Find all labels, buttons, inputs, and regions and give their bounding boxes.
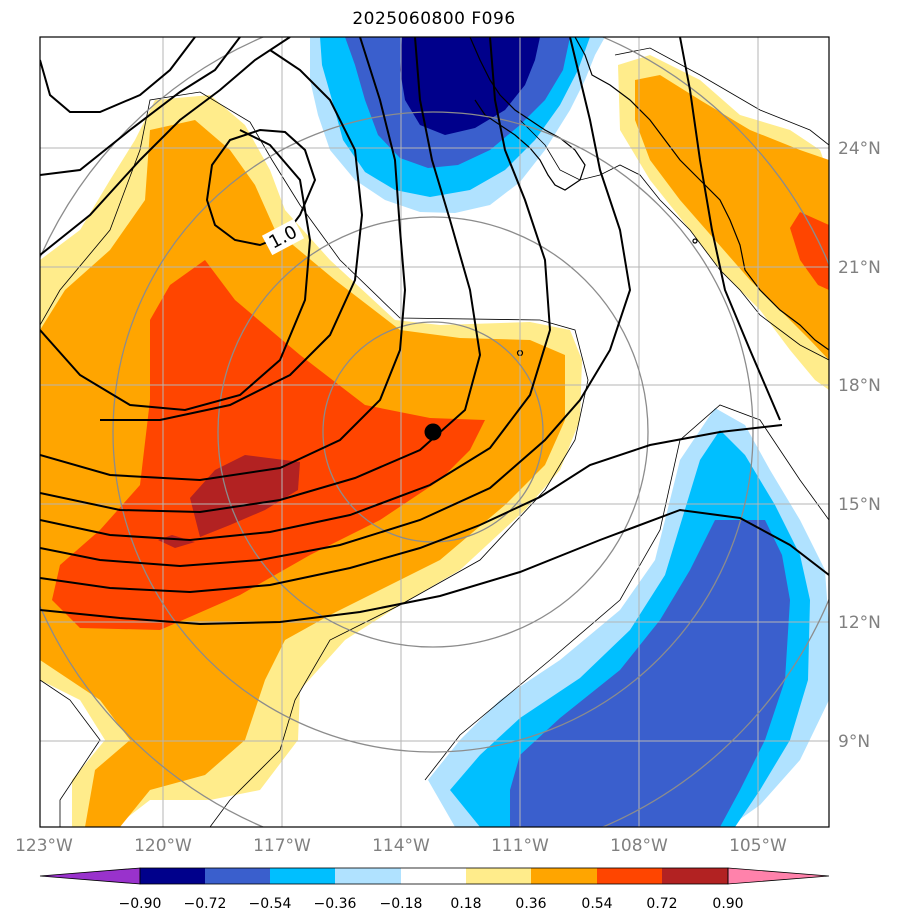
- storm-center-marker: [424, 423, 442, 441]
- positive-anomaly-dark-red: [190, 455, 300, 537]
- lon-tick: 108°W: [610, 836, 668, 856]
- mainland-coastline: [574, 37, 829, 351]
- height-contour: [40, 37, 241, 176]
- colorbar-bin: [662, 868, 728, 884]
- latitude-ticks: 24°N 21°N 18°N 15°N 12°N 9°N: [838, 139, 881, 752]
- contour-label-bg: [261, 218, 305, 256]
- thin-outline-se: [424, 404, 829, 781]
- lat-tick: 9°N: [838, 732, 870, 752]
- colorbar-bin: [335, 868, 401, 884]
- thin-outline-coast: [519, 119, 829, 361]
- height-contour: [40, 37, 552, 542]
- height-contour: [40, 37, 196, 113]
- height-contour: [100, 49, 364, 421]
- colorbar-bin: [531, 868, 597, 884]
- lat-tick: 18°N: [838, 376, 881, 396]
- height-contour: [40, 508, 829, 626]
- longitude-ticks: 123°W 120°W 117°W 114°W 111°W 108°W 105°…: [15, 836, 787, 856]
- lat-tick: 21°N: [838, 258, 881, 278]
- lon-tick: 117°W: [253, 836, 311, 856]
- height-contour: [40, 424, 783, 594]
- map-title: 2025060800 F096: [352, 9, 516, 29]
- colorbar: −0.90 −0.72 −0.54 −0.36 −0.18 0.18 0.36 …: [39, 867, 830, 912]
- colorbar-bin: [597, 868, 662, 884]
- colorbar-label: −0.54: [249, 896, 292, 912]
- height-contour: [40, 37, 291, 256]
- lon-tick: 123°W: [15, 836, 73, 856]
- colorbar-label: −0.18: [380, 896, 423, 912]
- colorbar-label: −0.90: [119, 896, 162, 912]
- colorbar-label: 0.18: [450, 896, 481, 912]
- height-contour: [40, 129, 312, 412]
- range-ring: [217, 216, 649, 648]
- lat-tick: 24°N: [838, 139, 881, 159]
- height-contour: [679, 37, 781, 421]
- range-ring: [112, 111, 754, 753]
- colorbar-bin: [205, 868, 270, 884]
- island-marker: [692, 238, 698, 244]
- colorbar-bin: [270, 868, 335, 884]
- map-plot-area: 1.0: [40, 37, 829, 827]
- height-contour: [40, 37, 407, 482]
- positive-anomaly-ne-orange: [635, 75, 829, 360]
- colorbar-under-triangle: [39, 867, 141, 885]
- lon-tick: 105°W: [729, 836, 787, 856]
- negative-anomaly-north-navy: [400, 37, 540, 135]
- colorbar-bin: [466, 868, 531, 884]
- colorbar-label: 0.36: [515, 896, 546, 912]
- colorbar-label: −0.36: [314, 896, 357, 912]
- lon-tick: 114°W: [372, 836, 430, 856]
- colorbar-label: 0.90: [712, 896, 743, 912]
- height-contour: [40, 37, 482, 514]
- colorbar-label: 0.72: [646, 896, 677, 912]
- lon-tick: 120°W: [134, 836, 192, 856]
- thin-outline-warm-south: [40, 679, 101, 827]
- colorbar-bin: [401, 868, 466, 884]
- negative-anomaly-south-blue: [510, 520, 790, 827]
- height-contour: [40, 37, 632, 568]
- lon-tick: 111°W: [491, 836, 549, 856]
- positive-anomaly-ne-red: [790, 212, 829, 290]
- thin-outline-ne: [614, 47, 829, 146]
- colorbar-frame: [139, 867, 729, 885]
- baja-coastline: [469, 37, 586, 191]
- colorbar-over-triangle: [727, 867, 830, 885]
- lat-tick: 15°N: [838, 495, 881, 515]
- colorbar-label: 0.54: [581, 896, 612, 912]
- colorbar-label: −0.72: [184, 896, 227, 912]
- map-frame: [39, 36, 830, 828]
- colorbar-bin: [140, 868, 205, 884]
- lat-tick: 12°N: [838, 613, 881, 633]
